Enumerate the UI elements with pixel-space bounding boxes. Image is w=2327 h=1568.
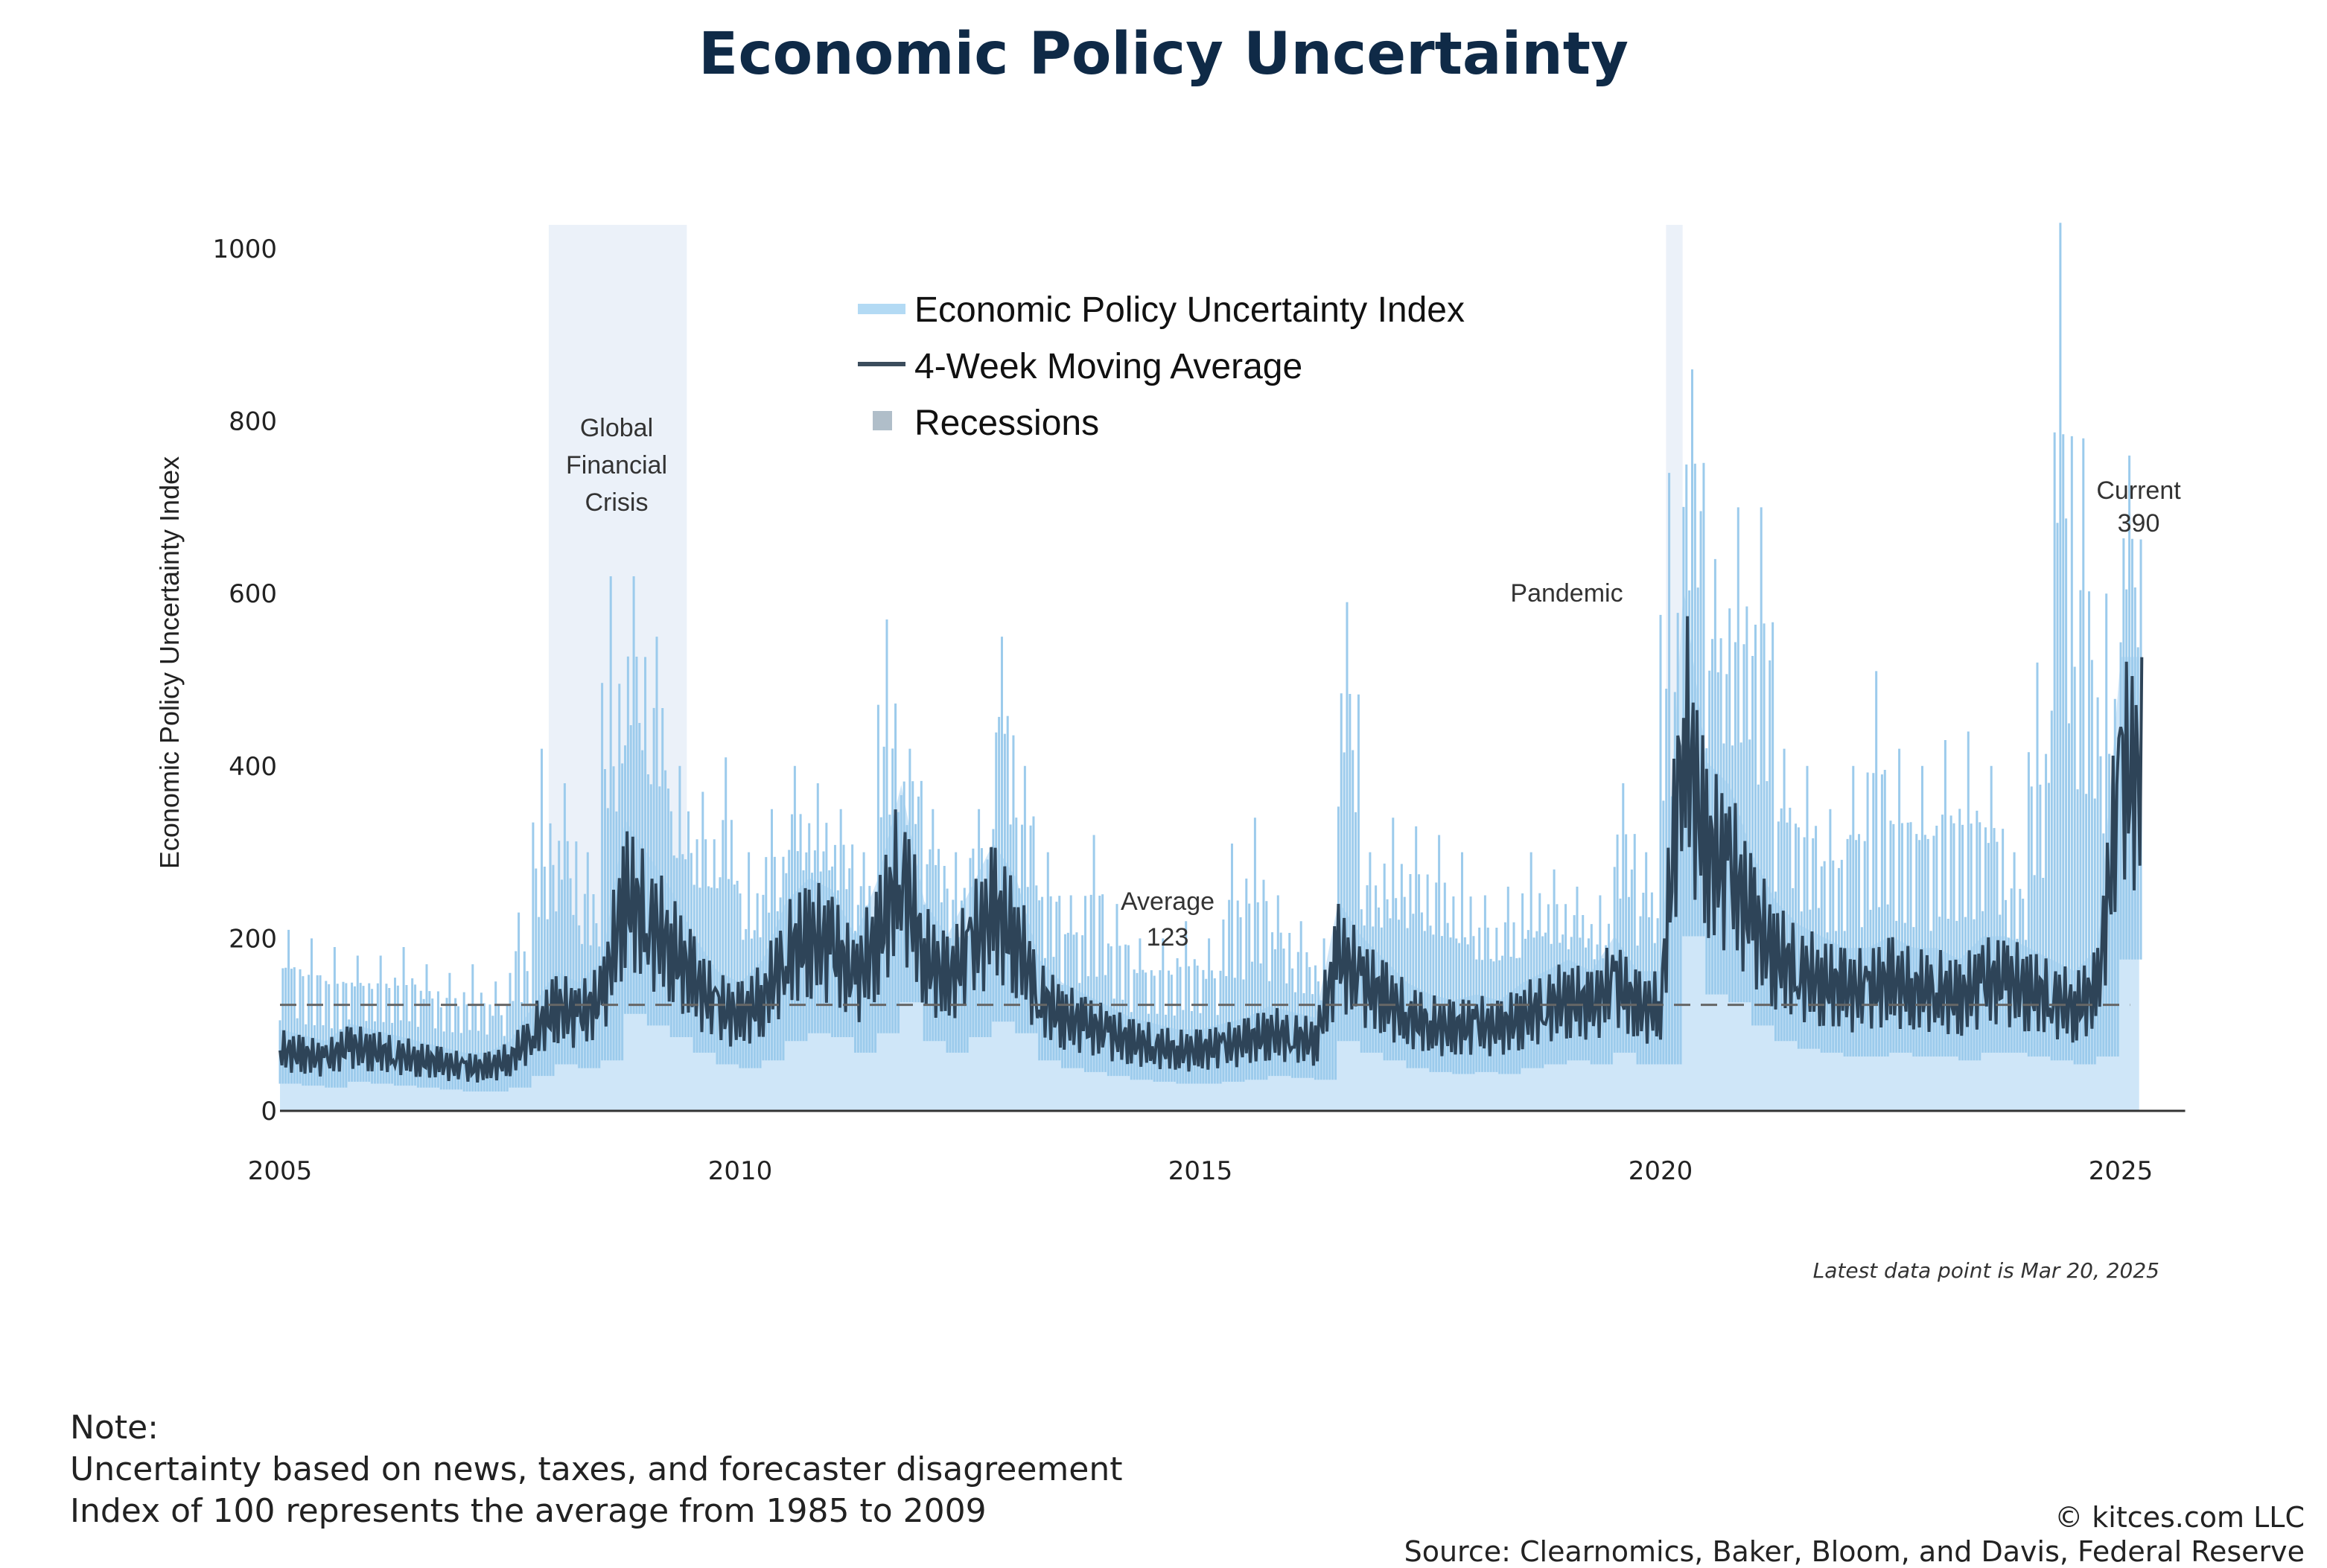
y-tick-label: 400	[229, 752, 277, 782]
latest-data-note: Latest data point is Mar 20, 2025	[1813, 1258, 2159, 1283]
y-tick-label: 200	[229, 924, 277, 954]
source: Source: Clearnomics, Baker, Bloom, and D…	[1404, 1535, 2305, 1568]
x-tick-label: 2015	[1168, 1156, 1233, 1186]
x-tick-label: 2020	[1629, 1156, 1693, 1186]
chart-title: Economic Policy Uncertainty	[698, 21, 1629, 88]
x-tick-label: 2010	[708, 1156, 773, 1186]
note-line: Index of 100 represents the average from…	[70, 1492, 987, 1530]
gfc-label-3: Crisis	[585, 488, 649, 517]
legend-swatch-index	[858, 304, 905, 314]
gfc-label-1: Global	[580, 414, 653, 442]
average-value: 123	[1147, 923, 1189, 952]
y-tick-label: 0	[261, 1097, 277, 1126]
pandemic-label: Pandemic	[1510, 579, 1623, 608]
gfc-annotation: Global Financial Crisis	[566, 414, 667, 517]
x-tick-label: 2025	[2089, 1156, 2153, 1186]
x-tick-label: 2005	[248, 1156, 313, 1186]
moving-average-line	[278, 616, 2144, 1083]
legend: Economic Policy Uncertainty Index 4-Week…	[858, 290, 1465, 443]
y-tick-label: 1000	[212, 235, 277, 264]
note-heading: Note:	[70, 1409, 159, 1447]
legend-swatch-ma	[858, 362, 905, 366]
gfc-label-2: Financial	[566, 451, 667, 479]
y-tick-label: 600	[229, 579, 277, 609]
notes: Note: Uncertainty based on news, taxes, …	[70, 1407, 1123, 1532]
current-value: 390	[2118, 509, 2160, 538]
current-label: Current	[2096, 477, 2181, 505]
y-axis-label: Economic Policy Uncertainty Index	[154, 456, 185, 869]
legend-swatch-recessions	[873, 411, 892, 430]
y-tick-label: 800	[229, 407, 277, 437]
copyright: © kitces.com LLC	[2054, 1501, 2305, 1534]
average-label: Average	[1121, 887, 1215, 916]
legend-label-recessions: Recessions	[914, 404, 1099, 443]
note-line: Uncertainty based on news, taxes, and fo…	[70, 1450, 1123, 1488]
legend-label-index: Economic Policy Uncertainty Index	[914, 290, 1465, 330]
legend-label-ma: 4-Week Moving Average	[914, 347, 1302, 386]
